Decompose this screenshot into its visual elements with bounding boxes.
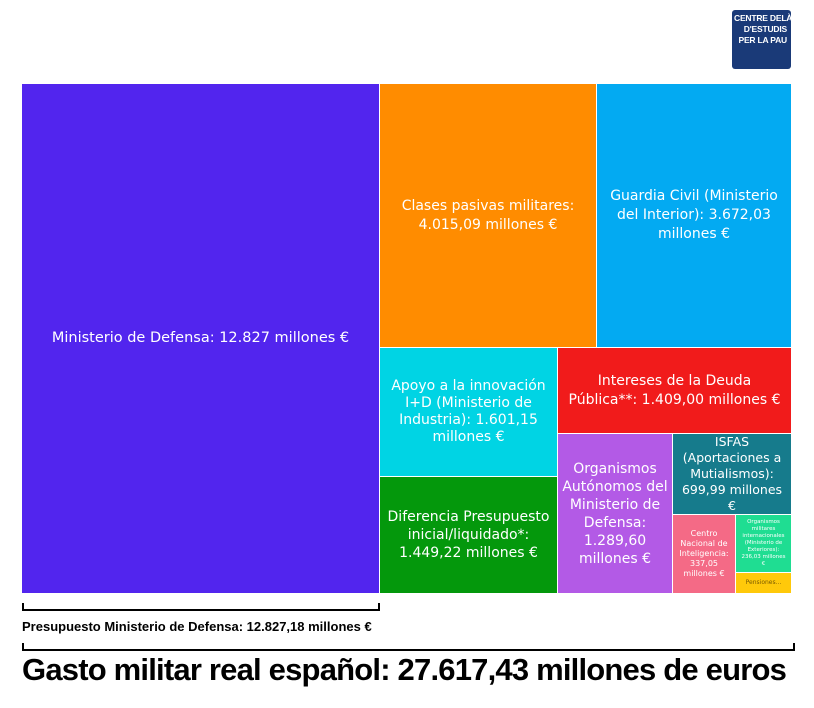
cell-clases-pasivas-label: Clases pasivas militares: 4.015,09 millo…: [401, 197, 575, 233]
cell-organismos-internacionales-label: Organismos militares internacionales (Mi…: [741, 519, 786, 567]
cell-diferencia-presupuesto: Diferencia Presupuesto inicial/liquidado…: [380, 477, 558, 594]
defensa-budget-bracket-label: Presupuesto Ministerio de Defensa: 12.82…: [22, 619, 372, 634]
cell-clases-pasivas: Clases pasivas militares: 4.015,09 millo…: [380, 84, 597, 348]
total-bracket: [22, 643, 795, 651]
cell-organismos-autonomos: Organismos Autónomos del Ministerio de D…: [558, 434, 673, 594]
cell-organismos-internacionales: Organismos militares internacionales (Mi…: [736, 515, 792, 573]
cell-guardia-civil: Guardia Civil (Ministerio del Interior):…: [597, 84, 792, 348]
logo-line-1: CENTRE DELÀS: [734, 13, 798, 23]
logo-line-2: D'ESTUDIS: [743, 24, 787, 34]
defensa-budget-bracket: [22, 603, 380, 611]
total-title: Gasto militar real español: 27.617,43 mi…: [22, 652, 787, 687]
cell-pensiones: Pensiones...: [736, 573, 792, 594]
cell-intereses-deuda-label: Intereses de la Deuda Pública**: 1.409,0…: [568, 372, 781, 408]
cell-intereses-deuda: Intereses de la Deuda Pública**: 1.409,0…: [558, 348, 792, 434]
cell-cni-label: Centro Nacional de Inteligencia: 337,05 …: [679, 529, 729, 578]
logo-line-3: PER LA PAU: [738, 35, 787, 45]
cell-isfas: ISFAS (Aportaciones a Mutialismos): 699,…: [673, 434, 792, 515]
cell-diferencia-presupuesto-label: Diferencia Presupuesto inicial/liquidado…: [387, 509, 550, 561]
centre-delas-logo: CENTRE DELÀS D'ESTUDIS PER LA PAU: [732, 10, 798, 69]
treemap: Ministerio de Defensa: 12.827 millones €…: [22, 84, 792, 594]
cell-apoyo-innovacion-label: Apoyo a la innovación I+D (Ministerio de…: [391, 378, 546, 445]
cell-organismos-autonomos-label: Organismos Autónomos del Ministerio de D…: [562, 460, 668, 567]
cell-cni: Centro Nacional de Inteligencia: 337,05 …: [673, 515, 736, 594]
cell-guardia-civil-label: Guardia Civil (Ministerio del Interior):…: [610, 188, 778, 242]
cell-pensiones-label: Pensiones...: [745, 579, 782, 586]
cell-ministerio-defensa-label: Ministerio de Defensa: 12.827 millones €: [51, 330, 350, 346]
cell-apoyo-innovacion: Apoyo a la innovación I+D (Ministerio de…: [380, 348, 558, 477]
cell-ministerio-defensa: Ministerio de Defensa: 12.827 millones €: [22, 84, 380, 594]
cell-isfas-label: ISFAS (Aportaciones a Mutialismos): 699,…: [681, 434, 783, 513]
